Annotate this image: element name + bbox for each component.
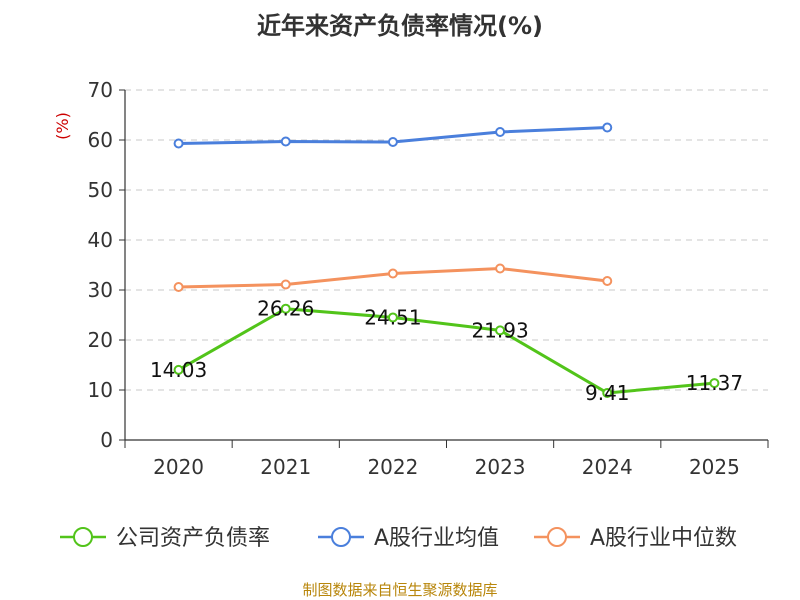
series-1: [173, 122, 613, 149]
data-point[interactable]: [709, 378, 720, 389]
x-tick-label: 2023: [475, 455, 526, 479]
data-point[interactable]: [495, 325, 506, 336]
x-tick-label: 2025: [689, 455, 740, 479]
data-label: 21.93: [471, 318, 528, 342]
legend-item-2[interactable]: A股行业中位数: [534, 526, 737, 551]
data-label: 14.03: [150, 358, 207, 382]
series-line: [177, 307, 715, 395]
data-point[interactable]: [387, 312, 398, 323]
chart-title: 近年来资产负债率情况(%): [257, 12, 543, 40]
data-point[interactable]: [602, 122, 613, 133]
legend-marker: [73, 527, 93, 547]
legend-label: A股行业中位数: [590, 526, 737, 551]
y-tick-label: 20: [88, 328, 113, 352]
x-tick-label: 2022: [367, 455, 418, 479]
y-tick-label: 40: [88, 228, 113, 252]
series-2: [173, 263, 613, 292]
legend-item-0[interactable]: 公司资产负债率: [60, 526, 270, 551]
data-point[interactable]: [602, 276, 613, 286]
y-tick-label: 10: [88, 378, 113, 402]
legend-label: 公司资产负债率: [116, 526, 270, 551]
y-tick-label: 50: [88, 178, 113, 202]
legend-marker: [331, 527, 351, 547]
data-point[interactable]: [280, 303, 291, 314]
legend-item-1[interactable]: A股行业均值: [318, 526, 499, 551]
y-tick-label: 30: [88, 278, 113, 302]
y-axis-unit-label: (%): [53, 112, 72, 140]
series-0: 14.03 26.26 24.51 21.93 9.41 11.37: [150, 297, 743, 405]
data-point[interactable]: [495, 127, 506, 137]
data-label: 24.51: [364, 305, 421, 329]
data-point[interactable]: [280, 279, 291, 290]
y-tick-label: 60: [88, 128, 113, 152]
grid-lines: [125, 89, 768, 391]
x-tick-label: 2021: [260, 455, 311, 479]
legend: 公司资产负债率 A股行业均值 A股行业中位数: [60, 526, 737, 551]
data-label: 9.41: [585, 381, 630, 405]
x-tick-label: 2024: [582, 455, 633, 479]
data-point[interactable]: [387, 268, 398, 279]
y-tick-label: 0: [100, 428, 113, 452]
axes: 0 10 20 30 40 50 60 70 2020 2021 2022 2023 2024 2025: [88, 78, 769, 479]
data-label: 11.37: [686, 371, 743, 395]
data-point[interactable]: [173, 138, 184, 149]
data-point[interactable]: [495, 263, 506, 274]
data-point[interactable]: [602, 387, 613, 398]
data-point[interactable]: [173, 282, 184, 292]
data-point[interactable]: [387, 137, 398, 147]
data-source-note: 制图数据来自恒生聚源数据库: [302, 581, 497, 599]
data-label: 26.26: [257, 297, 314, 321]
legend-label: A股行业均值: [374, 526, 499, 551]
data-point[interactable]: [280, 136, 291, 147]
series-layer: 14.03 26.26 24.51 21.93 9.41 11.37: [150, 122, 743, 405]
x-tick-label: 2020: [153, 455, 204, 479]
y-tick-label: 70: [88, 78, 113, 102]
legend-marker: [547, 527, 567, 547]
data-point[interactable]: [173, 364, 184, 375]
